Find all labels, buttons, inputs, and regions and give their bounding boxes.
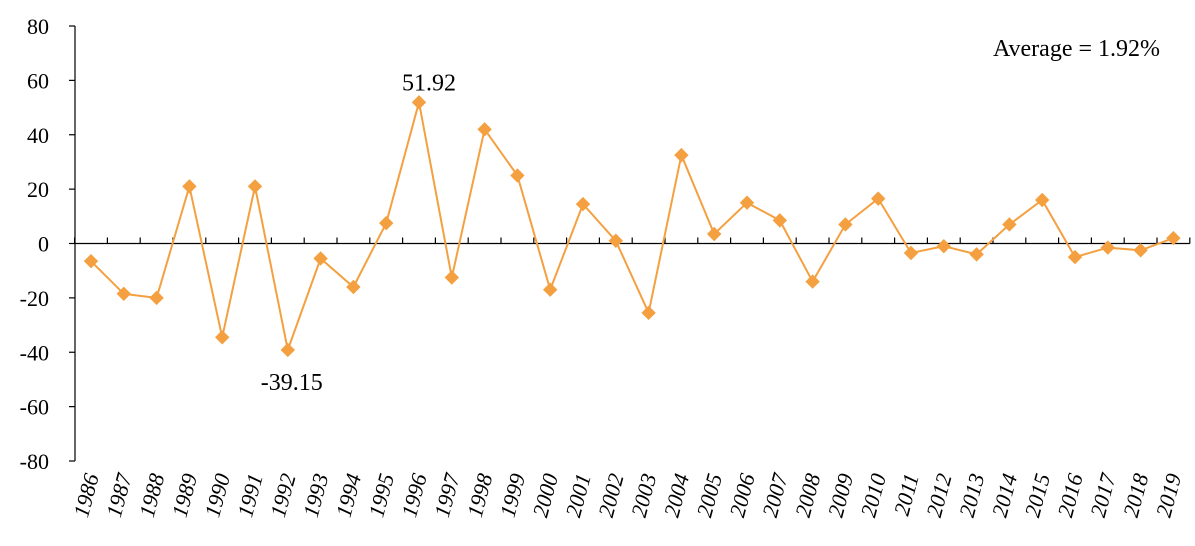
x-axis: 1986198719881989199019911992199319941995… [68, 237, 1191, 520]
max-value-label: 51.92 [402, 70, 456, 96]
x-tick-label: 2010 [855, 471, 891, 520]
x-tick-label: 2002 [593, 471, 629, 520]
x-tick-label: 2012 [921, 471, 957, 520]
data-point-marker [1067, 249, 1083, 265]
data-point-marker [575, 196, 591, 212]
series-polyline [90, 102, 1174, 354]
y-tick-label: -20 [20, 286, 49, 311]
x-tick-label: 2014 [987, 471, 1023, 520]
x-tick-label: 1998 [462, 471, 498, 520]
data-point-marker [149, 290, 164, 306]
x-tick-label: 1987 [101, 470, 137, 520]
min-value-label: -39.15 [261, 370, 323, 396]
data-point-marker [542, 282, 558, 297]
series-line [90, 102, 1174, 354]
x-tick-label: 1995 [363, 471, 399, 520]
data-point-marker [280, 342, 296, 358]
data-point-marker [477, 122, 492, 137]
data-point-marker [608, 233, 624, 248]
y-tick-label: 60 [27, 68, 49, 93]
data-point-marker [346, 279, 361, 295]
data-point-marker [674, 147, 689, 163]
data-point-marker [182, 179, 197, 194]
x-tick-label: 1997 [429, 470, 465, 520]
x-tick-label: 1992 [265, 471, 301, 520]
x-tick-label: 2003 [626, 471, 662, 520]
x-tick-label: 2015 [1019, 471, 1055, 520]
average-annotation: Average = 1.92% [993, 36, 1160, 62]
y-tick-label: -40 [20, 340, 49, 365]
data-point-marker [510, 168, 525, 183]
x-tick-label: 1991 [232, 471, 268, 520]
y-tick-label: 20 [27, 177, 49, 202]
x-tick-label: 2007 [757, 470, 793, 520]
x-tick-label: 2001 [560, 471, 596, 520]
data-point-marker [1100, 240, 1116, 255]
data-point-marker [805, 274, 820, 289]
x-tick-label: 2008 [790, 471, 826, 520]
y-tick-label: -60 [20, 395, 49, 420]
y-tick-label: -80 [20, 449, 49, 474]
x-tick-label: 1990 [199, 471, 235, 520]
x-tick-label: 2016 [1052, 471, 1088, 520]
data-point-marker [214, 330, 230, 345]
data-point-marker [969, 247, 984, 262]
x-tick-label: 2011 [889, 471, 924, 518]
x-tick-label: 1993 [298, 471, 334, 520]
data-point-marker [739, 195, 755, 210]
x-tick-label: 2013 [954, 471, 990, 520]
x-tick-label: 2005 [691, 471, 727, 520]
x-tick-label: 2017 [1085, 470, 1121, 520]
data-point-marker [247, 179, 263, 194]
data-point-marker [313, 251, 328, 266]
data-point-marker [772, 213, 788, 228]
x-tick-label: 2019 [1151, 471, 1187, 520]
data-point-marker [838, 217, 853, 232]
x-tick-label: 1999 [495, 471, 531, 520]
data-point-marker [444, 270, 460, 285]
data-point-marker [936, 239, 952, 254]
x-tick-label: 1986 [68, 471, 104, 520]
data-point-marker [1034, 192, 1050, 208]
data-point-marker [1002, 217, 1017, 232]
x-tick-label: 2000 [527, 471, 563, 520]
x-tick-label: 2009 [823, 471, 859, 520]
x-tick-label: 2004 [659, 471, 695, 520]
x-tick-label: 2006 [724, 471, 760, 520]
y-tick-label: 0 [38, 232, 49, 257]
y-tick-label: 80 [27, 14, 49, 39]
x-tick-label: 1988 [134, 471, 170, 520]
x-tick-label: 1996 [396, 471, 432, 520]
data-point-marker [83, 253, 99, 269]
data-point-marker [641, 305, 656, 321]
data-point-marker [706, 226, 722, 242]
data-point-marker [870, 191, 886, 206]
data-point-marker [116, 286, 132, 302]
y-tick-label: 40 [27, 123, 49, 148]
y-axis: 80 60 40 20 0 -20 -40 -60 -80 [20, 14, 76, 474]
x-tick-label: 1989 [167, 471, 203, 520]
data-markers [83, 95, 1181, 358]
data-point-marker [1133, 243, 1148, 258]
data-point-marker [378, 215, 394, 231]
x-tick-label: 2018 [1118, 471, 1154, 520]
x-tick-label: 1994 [331, 471, 367, 520]
data-point-marker [1166, 230, 1181, 246]
data-point-marker [903, 245, 919, 261]
data-point-marker [411, 95, 427, 110]
